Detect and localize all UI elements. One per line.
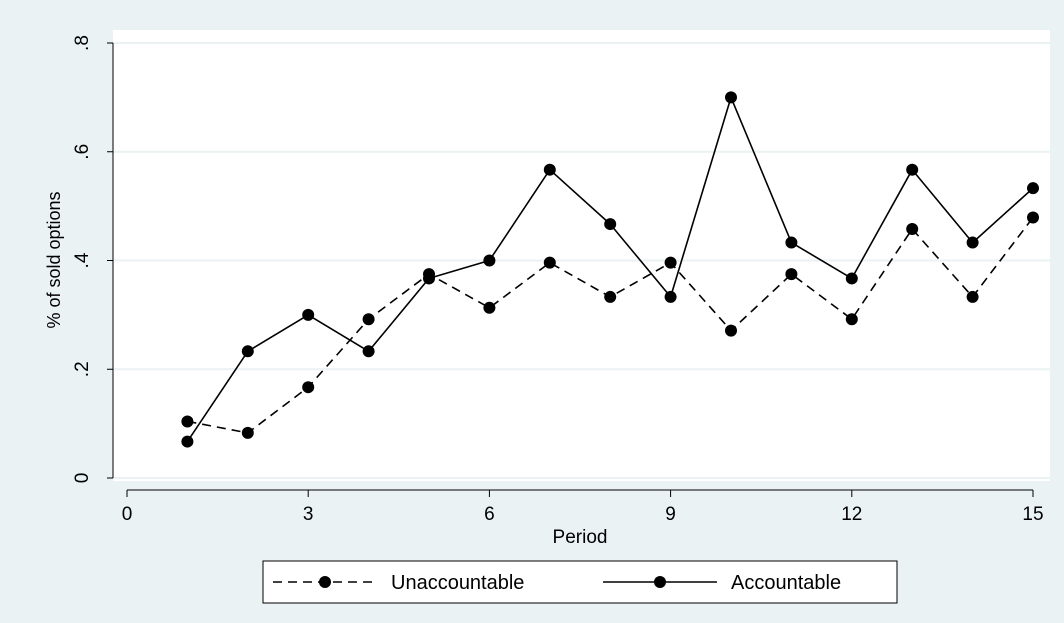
data-point-unaccountable-4 — [362, 313, 375, 326]
legend-marker-accountable — [654, 576, 666, 588]
gridlines — [113, 42, 1050, 479]
data-point-accountable-2 — [241, 345, 254, 358]
data-point-accountable-1 — [181, 435, 194, 448]
data-point-unaccountable-7 — [543, 256, 556, 269]
axes: 0 .2 .4 .6 .8 0 3 6 9 12 15 — [72, 35, 1044, 525]
y-tick-label-0: 0 — [72, 473, 93, 484]
data-point-accountable-8 — [604, 218, 617, 231]
series-unaccountable — [181, 211, 1039, 439]
data-point-accountable-7 — [543, 163, 556, 176]
x-tick-label-0: 0 — [122, 504, 133, 525]
legend-item-accountable: Accountable — [603, 572, 841, 594]
x-tick-label-4: 12 — [841, 504, 862, 525]
data-point-accountable-3 — [302, 308, 315, 321]
data-series — [181, 91, 1039, 448]
legend-marker-unaccountable — [319, 576, 331, 588]
data-point-accountable-13 — [906, 163, 919, 176]
data-point-accountable-10 — [725, 91, 737, 104]
data-point-unaccountable-11 — [785, 268, 798, 281]
data-point-accountable-9 — [664, 290, 677, 303]
data-point-unaccountable-14 — [966, 290, 979, 303]
data-point-accountable-14 — [966, 236, 979, 249]
y-tick-label-3: .6 — [72, 144, 93, 160]
x-tick-label-1: 3 — [303, 504, 314, 525]
x-axis-title: Period — [553, 527, 608, 548]
data-point-unaccountable-10 — [725, 324, 737, 337]
data-point-unaccountable-3 — [302, 381, 315, 394]
data-point-unaccountable-2 — [241, 426, 254, 439]
x-tick-label-3: 9 — [665, 504, 676, 525]
legend-label-unaccountable: Unaccountable — [391, 572, 524, 594]
data-point-accountable-5 — [423, 272, 435, 285]
data-point-unaccountable-1 — [181, 415, 194, 428]
x-tick-label-5: 15 — [1022, 504, 1043, 525]
data-point-accountable-4 — [362, 345, 375, 358]
legend: Unaccountable Accountable — [262, 560, 898, 604]
data-point-accountable-12 — [845, 272, 858, 285]
y-tick-label-4: .8 — [72, 35, 93, 51]
data-point-unaccountable-13 — [906, 222, 919, 235]
data-point-unaccountable-6 — [483, 301, 496, 314]
plot-area — [113, 30, 1050, 481]
y-axis-title: % of sold options — [44, 191, 64, 328]
x-tick-label-2: 6 — [484, 504, 495, 525]
legend-item-unaccountable: Unaccountable — [273, 572, 524, 594]
y-tick-label-2: .4 — [72, 252, 93, 268]
data-point-accountable-11 — [785, 236, 798, 249]
data-point-accountable-6 — [483, 254, 496, 267]
data-point-unaccountable-9 — [664, 256, 677, 269]
data-point-unaccountable-8 — [604, 290, 617, 303]
legend-label-accountable: Accountable — [731, 572, 841, 594]
data-point-accountable-15 — [1027, 182, 1039, 195]
y-tick-label-1: .2 — [72, 361, 93, 377]
data-point-unaccountable-15 — [1027, 211, 1039, 224]
series-accountable — [181, 91, 1039, 448]
data-point-unaccountable-12 — [845, 313, 858, 326]
